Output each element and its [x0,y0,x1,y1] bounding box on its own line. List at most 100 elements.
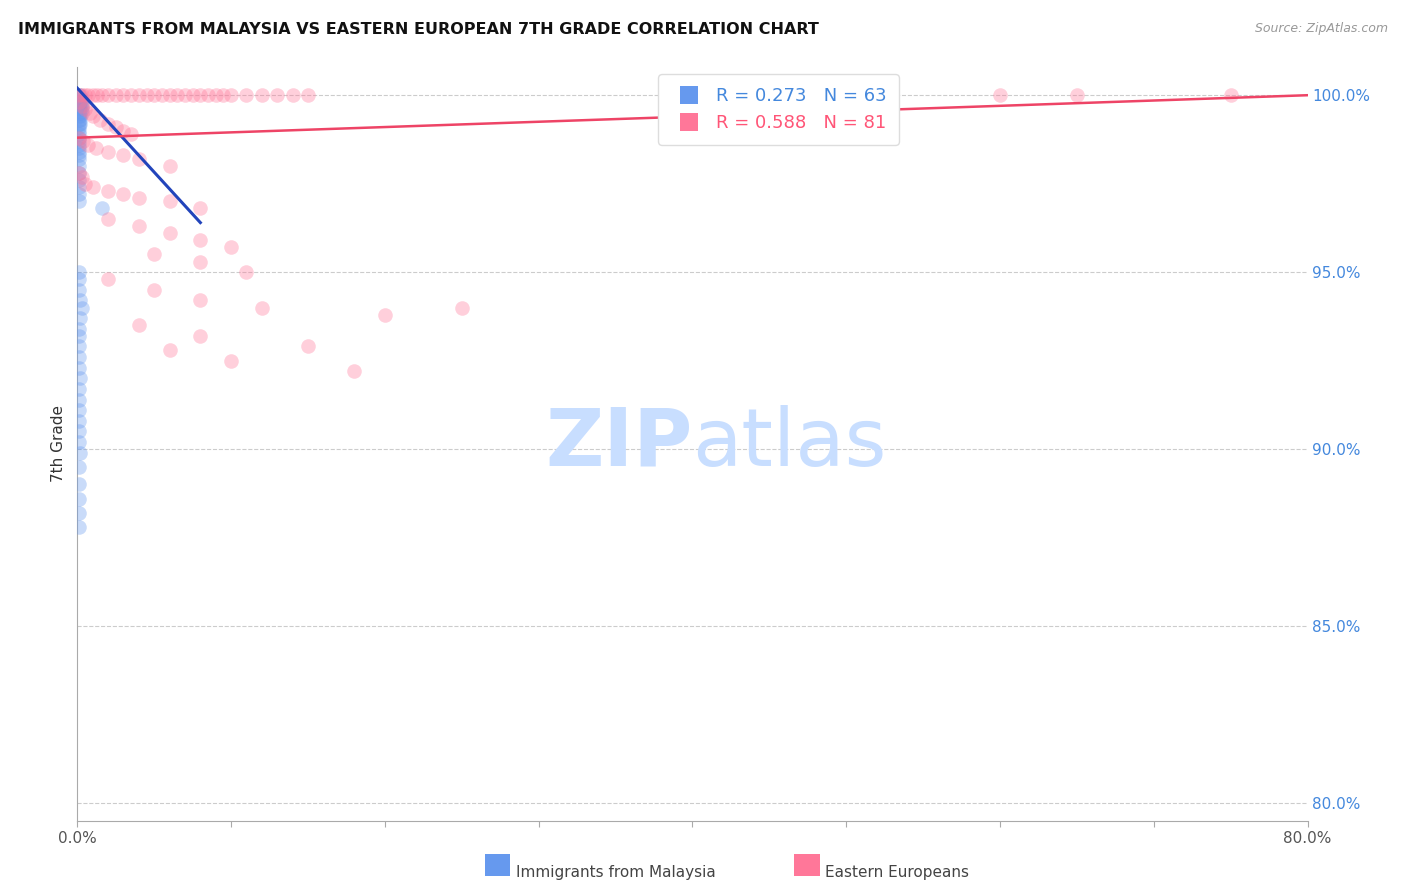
Point [104,120,127,134]
Point [97,184,120,198]
Point [112,187,135,202]
Point [67,491,90,506]
Point [67,403,90,417]
Point [90,202,114,216]
Point [128,88,150,103]
Point [77,137,100,152]
Point [112,148,135,162]
Point [67,116,90,130]
Point [112,123,135,137]
Point [69,103,91,117]
Point [67,130,90,145]
Point [90,88,114,103]
Point [67,392,90,407]
Point [159,194,181,209]
Point [188,88,212,103]
Point [67,130,90,145]
Point [69,371,91,385]
Point [67,350,90,364]
Point [73,103,96,117]
Point [988,88,1011,103]
Point [69,311,91,326]
Point [82,110,104,124]
Point [188,329,212,343]
Point [84,141,107,155]
Point [67,339,90,353]
Point [70,301,93,315]
Point [67,322,90,336]
Point [67,272,90,286]
Point [67,414,90,428]
Point [97,272,120,286]
Point [70,88,93,103]
Legend: R = 0.273   N = 63, R = 0.588   N = 81: R = 0.273 N = 63, R = 0.588 N = 81 [658,74,898,145]
Point [143,247,166,261]
Point [70,169,93,184]
Point [70,103,93,117]
Point [120,127,142,141]
Point [72,134,94,148]
Point [235,265,257,279]
Point [250,88,273,103]
Point [143,88,166,103]
Point [69,113,91,128]
Point [67,459,90,474]
Point [67,283,90,297]
Point [1219,88,1241,103]
Point [67,88,90,103]
Point [67,477,90,491]
Point [67,265,90,279]
Point [67,95,90,110]
Point [135,88,157,103]
Point [374,308,396,322]
Point [97,116,120,130]
Point [67,141,90,155]
Point [69,88,91,103]
Point [67,173,90,187]
Point [67,194,90,209]
Point [128,152,150,166]
Point [67,88,90,103]
Y-axis label: 7th Grade: 7th Grade [51,405,66,483]
Point [70,92,93,106]
Point [73,177,96,191]
Point [67,148,90,162]
Point [70,95,93,110]
Point [67,134,90,148]
Point [69,106,91,120]
Point [73,88,96,103]
Point [174,88,197,103]
Point [67,92,90,106]
Point [235,88,257,103]
Point [112,88,135,103]
Point [67,435,90,450]
Point [70,106,93,120]
Point [120,88,142,103]
Point [143,283,166,297]
Point [181,88,204,103]
Point [67,137,90,152]
Point [128,219,150,234]
Point [450,301,472,315]
Point [67,123,90,137]
Text: IMMIGRANTS FROM MALAYSIA VS EASTERN EUROPEAN 7TH GRADE CORRELATION CHART: IMMIGRANTS FROM MALAYSIA VS EASTERN EURO… [18,22,820,37]
Point [128,318,150,333]
Point [67,110,90,124]
Point [67,425,90,439]
Text: ZIP: ZIP [546,405,693,483]
Point [188,233,212,247]
Point [67,360,90,375]
Point [67,113,90,128]
Point [188,293,212,308]
Point [212,88,235,103]
Point [204,88,226,103]
Point [69,445,91,459]
Point [82,180,104,194]
Point [297,88,319,103]
Point [197,88,219,103]
Text: atlas: atlas [693,405,887,483]
Point [67,152,90,166]
Point [67,120,90,134]
Point [67,166,90,180]
Text: Eastern Europeans: Eastern Europeans [825,865,969,880]
